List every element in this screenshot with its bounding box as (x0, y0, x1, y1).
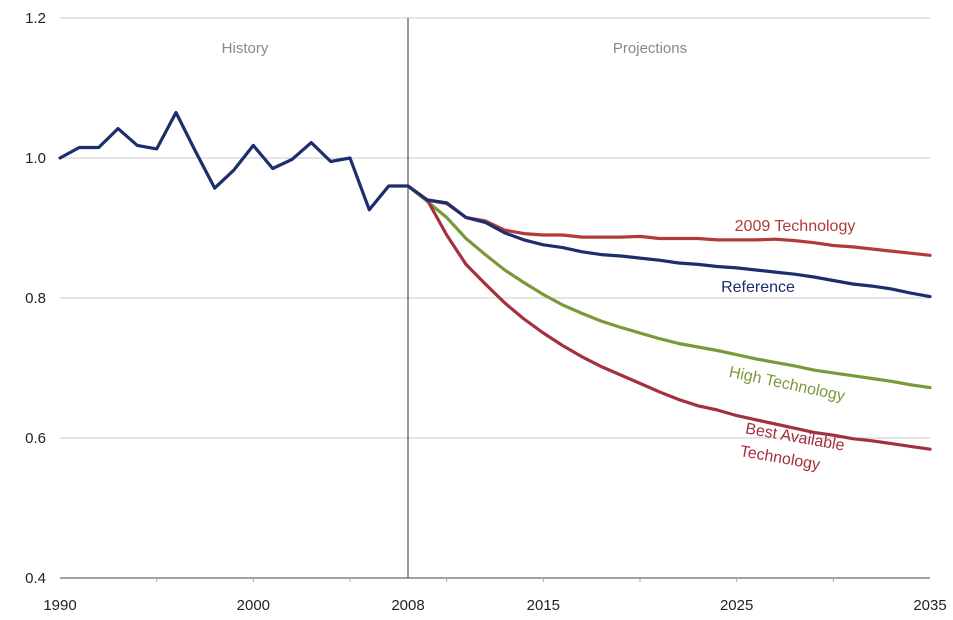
series-line-history (58, 110, 410, 212)
gridlines (60, 17, 930, 439)
region-label-projections: Projections (613, 40, 687, 57)
y-tick-label: 0.6 (25, 430, 46, 447)
y-tick-label: 1.0 (25, 150, 46, 167)
series-label-2009-technology: 2009 Technology (735, 218, 856, 235)
x-tick-label: 1990 (43, 597, 76, 614)
y-tick-label: 0.4 (25, 570, 46, 587)
y-tick-label: 1.2 (25, 10, 46, 27)
series-line-best (406, 184, 932, 451)
series-lines (58, 110, 932, 451)
x-tick-label: 2025 (720, 597, 753, 614)
series-line-reference (406, 184, 932, 299)
axes: 0.4 0.6 0.8 1.0 1.2 1990 2000 2008 2015 2025 2035 (25, 10, 947, 614)
y-tick-label: 0.8 (25, 290, 46, 307)
series-label-high-technology: High Technology (727, 364, 846, 405)
region-label-history: History (222, 40, 269, 57)
series-label-reference: Reference (721, 279, 795, 296)
x-tick-label: 2008 (391, 597, 424, 614)
x-tick-label: 2000 (237, 597, 270, 614)
series-line-tech2009 (406, 184, 932, 257)
x-tick-label: 2035 (913, 597, 946, 614)
x-tick-label: 2015 (527, 597, 560, 614)
series-line-high (406, 184, 932, 390)
